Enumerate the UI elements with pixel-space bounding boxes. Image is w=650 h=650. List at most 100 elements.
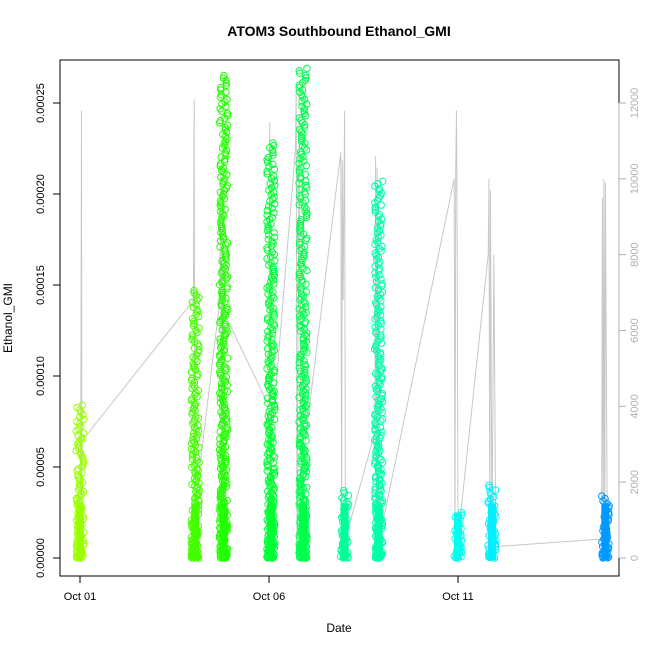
data-point <box>371 203 379 212</box>
data-point <box>263 394 272 402</box>
data-point <box>484 497 492 506</box>
data-point <box>296 352 304 360</box>
data-point <box>301 379 309 387</box>
data-point <box>375 358 383 366</box>
data-point <box>265 298 273 306</box>
data-point <box>301 144 309 152</box>
point-cluster-base <box>191 503 200 560</box>
point-cluster <box>295 64 311 562</box>
data-point <box>190 382 199 391</box>
data-point <box>269 188 278 197</box>
data-point <box>295 359 303 367</box>
data-point <box>300 310 308 319</box>
data-point <box>265 372 274 380</box>
y-tick-label: 0.00010 <box>35 356 47 396</box>
x-tick-label: Oct 06 <box>253 591 285 603</box>
data-point <box>216 335 224 343</box>
data-point <box>376 290 385 299</box>
data-point <box>372 277 381 286</box>
data-point <box>297 301 306 309</box>
y2-tick-label: 8000 <box>629 242 641 266</box>
data-point <box>302 309 310 317</box>
data-point <box>377 431 385 439</box>
data-point <box>375 210 383 219</box>
line-layer <box>79 87 608 551</box>
data-point <box>221 98 229 106</box>
data-point <box>371 460 379 468</box>
data-point <box>218 144 227 152</box>
data-point <box>192 457 201 465</box>
data-point <box>371 206 379 214</box>
data-point <box>271 181 279 190</box>
point-cluster <box>450 508 466 562</box>
data-point <box>377 395 385 403</box>
point-cluster <box>187 286 203 562</box>
data-point <box>194 370 202 378</box>
data-point <box>190 286 198 295</box>
data-point <box>219 396 227 404</box>
point-cluster-base <box>488 503 497 560</box>
data-point <box>222 102 230 111</box>
data-point <box>295 159 303 168</box>
x-axis: Oct 01 Oct 06 Oct 11 <box>64 576 474 603</box>
data-point <box>300 123 309 132</box>
data-point <box>223 324 231 332</box>
data-point <box>266 386 274 394</box>
data-point <box>296 367 305 375</box>
data-point <box>300 399 308 408</box>
data-point <box>264 422 272 430</box>
data-point <box>372 448 380 456</box>
data-point <box>303 64 311 73</box>
y-tick-label: 0.00020 <box>35 174 47 214</box>
data-point <box>301 388 310 397</box>
data-point <box>219 337 228 345</box>
data-point <box>194 466 203 475</box>
y-tick-label: 0.00005 <box>35 447 47 487</box>
data-point <box>297 460 305 468</box>
data-point <box>371 315 379 323</box>
data-point <box>265 382 273 390</box>
data-point <box>271 406 279 414</box>
data-point <box>270 250 278 259</box>
x-axis-label: Date <box>326 621 352 635</box>
data-point <box>270 172 278 180</box>
data-point <box>264 314 272 322</box>
data-point <box>270 392 278 401</box>
data-point <box>191 355 199 363</box>
data-point <box>297 492 305 501</box>
data-point <box>372 236 380 244</box>
data-point <box>299 153 307 161</box>
data-point <box>216 394 225 402</box>
point-cluster <box>72 401 88 562</box>
data-point <box>194 387 203 395</box>
data-point <box>223 112 232 120</box>
data-point <box>189 420 197 428</box>
data-point <box>222 146 231 155</box>
data-point <box>377 247 385 255</box>
data-point <box>344 491 353 500</box>
data-point <box>190 319 198 328</box>
data-point <box>264 487 272 496</box>
data-point <box>378 428 386 436</box>
data-point <box>302 421 311 429</box>
point-cluster-base <box>266 503 275 560</box>
data-point <box>189 436 197 444</box>
y2-tick-label: 4000 <box>629 394 641 418</box>
data-point <box>267 174 276 183</box>
data-point <box>375 377 384 385</box>
data-point <box>373 347 381 355</box>
data-point <box>216 197 225 205</box>
data-point <box>303 483 311 491</box>
data-point <box>80 429 88 437</box>
data-point <box>220 72 228 80</box>
data-point <box>302 205 310 213</box>
data-point <box>269 139 277 147</box>
data-point <box>297 137 306 145</box>
data-point <box>188 298 197 307</box>
data-point <box>75 493 84 501</box>
data-point <box>375 184 383 193</box>
data-point <box>190 438 199 446</box>
data-point <box>218 279 226 287</box>
data-point <box>295 305 303 313</box>
data-point <box>265 377 273 385</box>
